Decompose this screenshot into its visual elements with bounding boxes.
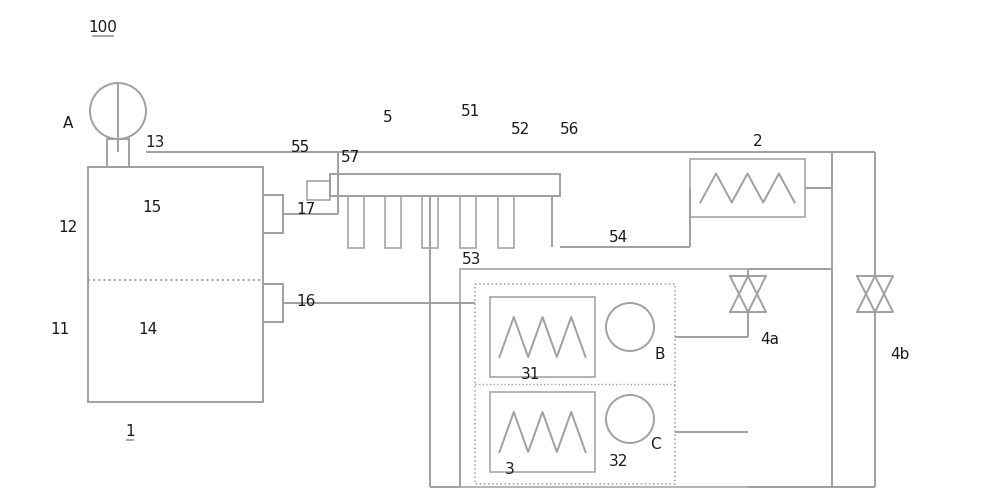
Text: 16: 16	[296, 294, 316, 309]
Bar	[422, 196, 438, 248]
Bar	[490, 298, 595, 377]
Bar	[307, 182, 330, 200]
Text: 54: 54	[608, 230, 628, 245]
Bar	[460, 270, 832, 487]
Text: 4b: 4b	[890, 347, 910, 362]
Bar	[690, 160, 805, 217]
Bar	[490, 392, 595, 472]
Text: 17: 17	[296, 202, 316, 217]
Bar	[460, 196, 476, 248]
Text: 14: 14	[138, 322, 158, 337]
Text: 15: 15	[142, 200, 162, 215]
Text: 5: 5	[383, 110, 393, 125]
Bar	[88, 168, 263, 402]
Text: 32: 32	[608, 453, 628, 468]
Bar	[263, 285, 283, 322]
Text: 31: 31	[520, 367, 540, 382]
Text: 3: 3	[505, 461, 515, 476]
Text: C: C	[650, 437, 660, 451]
Bar	[330, 175, 560, 196]
Bar	[348, 196, 364, 248]
Text: 53: 53	[462, 252, 482, 267]
Text: 12: 12	[58, 220, 78, 235]
Text: 2: 2	[753, 134, 763, 149]
Bar	[498, 196, 514, 248]
Bar	[263, 195, 283, 233]
Text: 1: 1	[125, 424, 135, 438]
Text: 13: 13	[145, 135, 165, 150]
Text: 52: 52	[510, 122, 530, 137]
Text: 11: 11	[50, 322, 70, 337]
Text: 51: 51	[460, 104, 480, 119]
Text: B: B	[655, 347, 665, 362]
Text: 57: 57	[340, 150, 360, 165]
Text: A: A	[63, 116, 73, 131]
Text: 4a: 4a	[760, 332, 779, 347]
Bar	[107, 140, 129, 168]
Bar	[475, 285, 675, 484]
Text: 55: 55	[290, 140, 310, 155]
Text: 100: 100	[89, 21, 117, 36]
Text: 56: 56	[560, 122, 580, 137]
Bar	[385, 196, 401, 248]
